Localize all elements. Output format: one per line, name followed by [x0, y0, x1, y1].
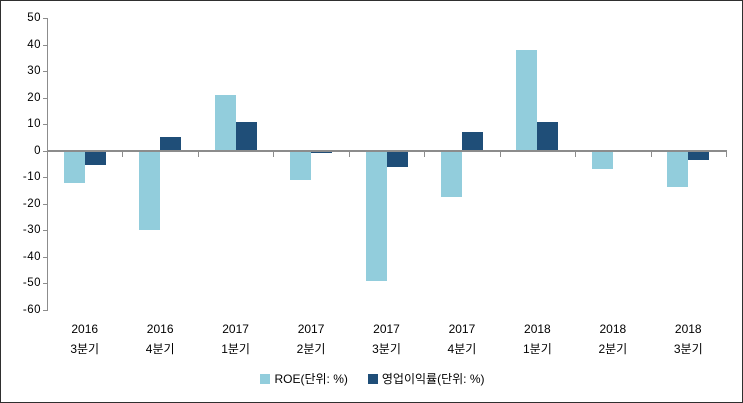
y-tick-label: 20 — [27, 91, 41, 104]
y-tick-mark — [43, 256, 47, 258]
y-tick-label: 0 — [34, 144, 41, 157]
x-tick-mark — [650, 151, 652, 157]
y-tick-label: 50 — [27, 12, 41, 24]
legend-label-opm: 영업이익률(단위: %) — [381, 372, 485, 386]
y-tick-mark — [43, 71, 47, 73]
x-tick-mark — [726, 151, 727, 157]
y-tick-mark — [43, 150, 47, 152]
bar-opm-5 — [461, 132, 483, 151]
y-tick-mark — [43, 177, 47, 179]
bar-opm-3 — [311, 150, 333, 154]
y-tick-label: -30 — [22, 224, 41, 237]
bar-roe-4 — [365, 150, 387, 281]
legend-label-roe: ROE(단위: %) — [274, 372, 348, 386]
legend-swatch-opm — [367, 373, 378, 384]
bar-opm-8 — [688, 150, 710, 160]
x-category-year: 2017 — [448, 322, 476, 336]
y-tick-label: 30 — [27, 65, 41, 78]
y-tick-mark — [43, 230, 47, 232]
legend-swatch-roe — [260, 373, 271, 384]
bar-roe-1 — [139, 150, 161, 231]
x-category-quarter: 2분기 — [296, 342, 326, 356]
x-tick-mark — [197, 151, 199, 157]
bar-opm-2 — [235, 121, 257, 151]
bar-roe-6 — [516, 49, 538, 151]
x-tick-mark — [348, 151, 350, 157]
y-tick-mark — [43, 97, 47, 99]
bar-opm-0 — [84, 150, 106, 166]
bar-roe-8 — [667, 150, 689, 187]
legend-item-roe: ROE(단위: %) — [260, 370, 348, 387]
bar-opm-4 — [386, 150, 408, 167]
x-category-year: 2017 — [222, 322, 249, 336]
x-axis-line — [47, 150, 727, 152]
x-category-quarter: 4분기 — [447, 342, 477, 356]
x-category-year: 2017 — [373, 322, 400, 336]
x-category-quarter: 1분기 — [522, 342, 552, 356]
x-tick-mark — [424, 151, 426, 157]
x-category-quarter: 3분기 — [673, 342, 703, 356]
y-tick-label: -40 — [22, 250, 41, 263]
bar-roe-0 — [63, 150, 85, 183]
y-tick-label: 10 — [27, 118, 41, 131]
x-category-year: 2016 — [146, 322, 174, 336]
x-category-quarter: 1분기 — [221, 342, 250, 356]
bar-roe-7 — [591, 150, 613, 170]
x-category-quarter: 4분기 — [145, 342, 175, 356]
y-tick-mark — [43, 18, 47, 19]
x-category-year: 2016 — [71, 322, 99, 336]
bar-roe-2 — [214, 94, 236, 151]
x-category-year: 2018 — [524, 322, 551, 336]
x-tick-mark — [47, 151, 48, 157]
y-tick-mark — [43, 203, 47, 205]
x-category-quarter: 2분기 — [598, 342, 628, 356]
y-tick-label: -50 — [22, 277, 41, 290]
y-tick-mark — [43, 44, 47, 46]
bar-opm-6 — [537, 121, 559, 151]
x-tick-mark — [273, 151, 275, 157]
x-tick-mark — [122, 151, 124, 157]
x-category-quarter: 3분기 — [70, 342, 100, 356]
y-tick-label: 40 — [27, 38, 41, 51]
y-axis-line — [47, 18, 48, 311]
x-category-year: 2018 — [599, 322, 627, 336]
x-category-quarter: 3분기 — [372, 342, 401, 356]
bar-roe-5 — [440, 150, 462, 198]
bar-opm-1 — [160, 137, 182, 151]
y-tick-label: -60 — [22, 304, 41, 316]
y-tick-mark — [43, 310, 47, 311]
legend-item-opm: 영업이익률(단위: %) — [367, 370, 485, 387]
y-tick-label: -20 — [22, 197, 41, 210]
x-tick-mark — [575, 151, 577, 157]
x-tick-mark — [499, 151, 501, 157]
y-tick-label: -10 — [22, 171, 41, 184]
y-tick-mark — [43, 124, 47, 126]
y-tick-mark — [43, 283, 47, 285]
legend: ROE(단위: %) 영업이익률(단위: %) — [1, 370, 742, 387]
x-category-year: 2018 — [674, 322, 702, 336]
bar-roe-3 — [290, 150, 312, 180]
x-category-year: 2017 — [297, 322, 325, 336]
